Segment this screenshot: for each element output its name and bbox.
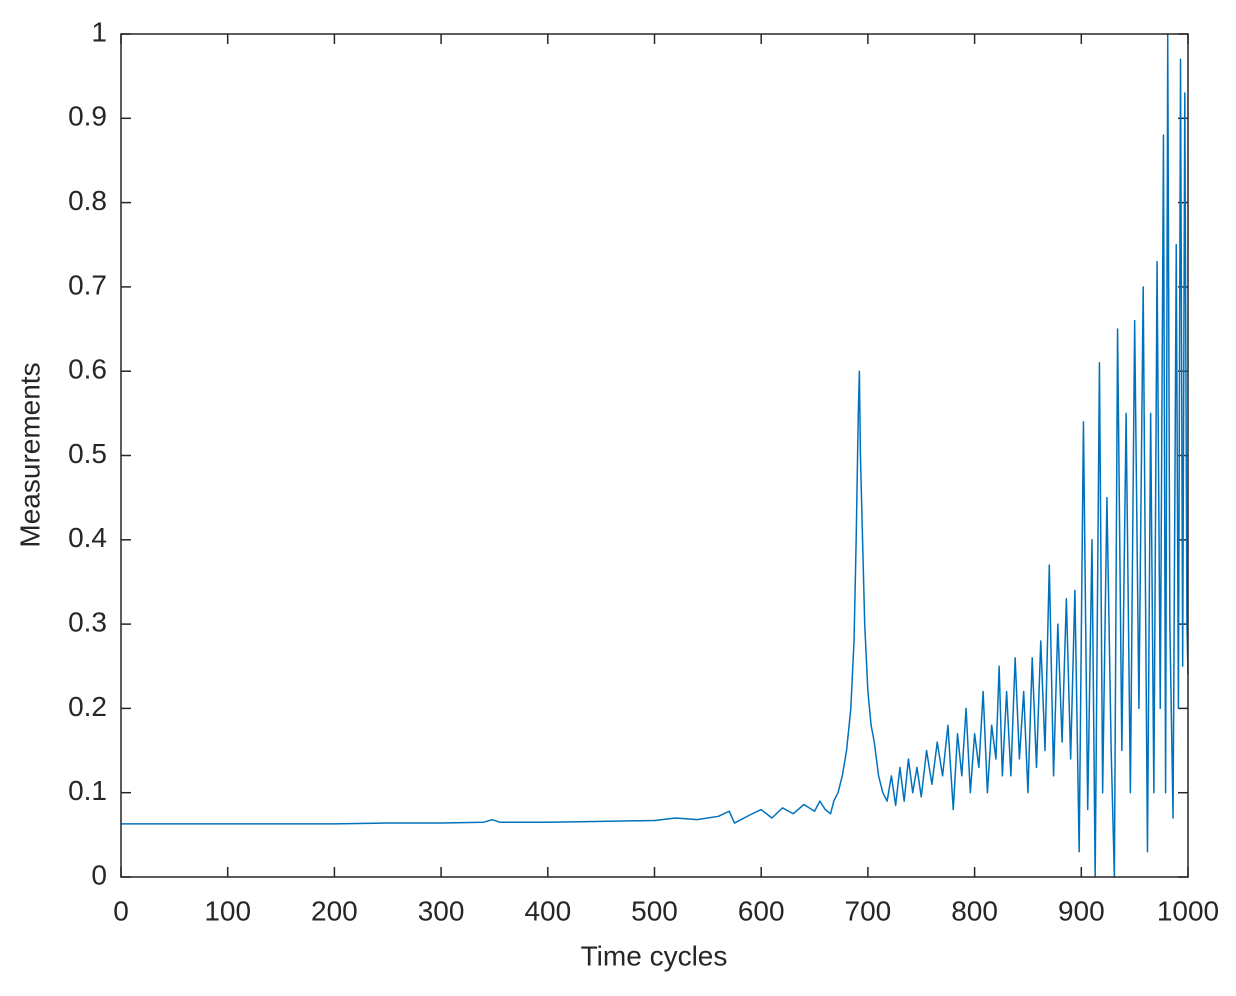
x-tick-label: 200: [311, 895, 358, 926]
plot-frame: [120, 33, 1189, 878]
x-tick-label: 800: [951, 895, 998, 926]
y-tick-label: 0.7: [68, 269, 107, 300]
y-tick-label: 0.3: [68, 606, 107, 637]
y-tick-label: 0.1: [68, 775, 107, 806]
x-tick-label: 100: [204, 895, 251, 926]
y-tick-label: 0.6: [68, 354, 107, 385]
y-tick-label: 0.2: [68, 691, 107, 722]
x-tick-label: 400: [524, 895, 571, 926]
x-tick-label: 1000: [1157, 895, 1219, 926]
x-tick-label: 900: [1058, 895, 1105, 926]
y-tick-label: 0.8: [68, 185, 107, 216]
x-tick-label: 300: [418, 895, 465, 926]
x-tick-label: 700: [845, 895, 892, 926]
y-tick-label: 0.4: [68, 522, 107, 553]
data-line: [121, 33, 1189, 878]
y-tick-label: 0.5: [68, 438, 107, 469]
y-tick-label: 0.9: [68, 101, 107, 132]
y-tick-label: 0: [91, 859, 107, 890]
y-tick-label: 1: [91, 16, 107, 47]
x-axis-label: Time cycles: [581, 940, 728, 971]
x-tick-label: 0: [113, 895, 129, 926]
x-tick-label: 600: [738, 895, 785, 926]
y-axis-label: Measurements: [14, 362, 45, 547]
x-tick-label: 500: [631, 895, 678, 926]
